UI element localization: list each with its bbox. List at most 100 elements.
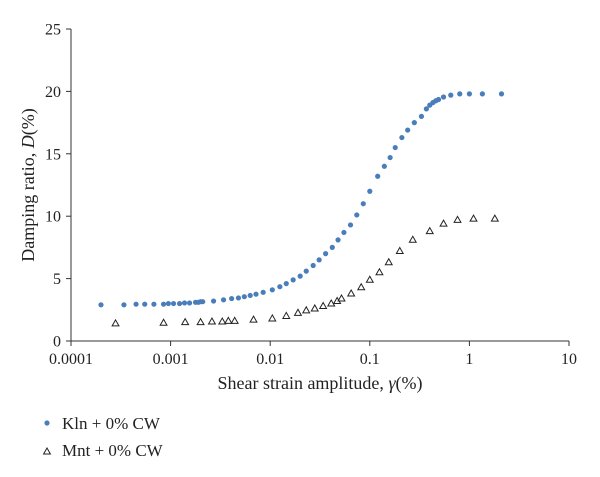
data-point-mnt — [249, 315, 258, 323]
y-tick-label: 15 — [45, 146, 61, 163]
data-point-kln — [98, 302, 104, 308]
y-tick-label: 5 — [53, 271, 61, 288]
data-point-mnt — [196, 317, 205, 326]
data-point-kln — [241, 294, 247, 300]
data-point-mnt — [384, 257, 394, 266]
data-point-mnt — [395, 246, 405, 255]
data-point-mnt — [326, 298, 336, 307]
data-point-kln — [367, 188, 373, 194]
data-point-kln — [457, 91, 463, 97]
data-point-mnt — [282, 311, 291, 319]
x-tick-label: 0.01 — [256, 351, 284, 368]
data-point-kln — [160, 301, 167, 307]
data-point-mnt — [301, 305, 311, 314]
data-point-mnt — [224, 316, 233, 324]
data-point-kln — [418, 113, 425, 119]
data-point-mnt — [337, 293, 346, 302]
data-point-kln — [329, 244, 335, 250]
data-point-kln — [181, 300, 188, 306]
legend-label-kln: Kln + 0% CW — [62, 414, 161, 433]
data-point-kln — [435, 96, 442, 103]
data-point-kln — [392, 144, 398, 151]
data-point-kln — [423, 106, 429, 112]
data-point-kln — [381, 163, 387, 169]
data-point-mnt — [318, 301, 328, 309]
data-point-mnt — [180, 317, 190, 326]
x-axis-title: Shear strain amplitude, γ(%) — [217, 373, 422, 394]
data-point-mnt — [230, 316, 239, 324]
data-point-kln — [247, 292, 253, 299]
data-point-mnt — [356, 282, 366, 291]
data-point-mnt — [453, 215, 462, 223]
data-point-mnt — [346, 288, 356, 297]
tick-labels: 0.0001 0.001 0.01 0.1 1 10 0 5 10 15 20 25 — [45, 22, 577, 369]
data-point-mnt — [111, 318, 120, 327]
x-tick-label: 0.0001 — [49, 351, 93, 368]
x-tick-label: 0.001 — [153, 351, 189, 368]
data-point-kln — [121, 302, 127, 308]
data-point-mnt — [310, 303, 319, 312]
legend: Kln + 0% CW Mnt + 0% CW — [42, 414, 164, 460]
data-point-kln — [347, 222, 354, 228]
x-tick-label: 1 — [465, 351, 473, 368]
data-point-kln — [151, 301, 157, 307]
data-point-mnt — [365, 275, 375, 283]
data-point-kln — [269, 287, 275, 293]
data-point-mnt — [490, 214, 500, 222]
data-point-kln — [277, 284, 283, 290]
data-point-kln — [283, 280, 289, 287]
data-point-kln — [387, 154, 393, 161]
data-point-kln — [186, 300, 193, 306]
data-point-kln — [133, 301, 139, 307]
data-point-kln — [220, 297, 227, 303]
data-point-mnt — [217, 317, 227, 325]
data-point-kln — [466, 91, 472, 97]
data-point-kln — [310, 262, 316, 269]
legend-marker-kln — [44, 420, 50, 426]
y-axis-title: Damping ratio, D(%) — [18, 108, 39, 261]
y-tick-label: 10 — [45, 209, 61, 226]
data-point-kln — [142, 301, 148, 307]
legend-marker-mnt — [42, 446, 52, 455]
data-point-kln — [448, 92, 454, 98]
data-point-kln — [303, 268, 309, 274]
data-point-kln — [260, 289, 266, 295]
data-point-kln — [411, 120, 417, 126]
y-tick-label: 25 — [45, 22, 61, 39]
data-point-mnt — [425, 226, 435, 235]
data-point-kln — [498, 91, 505, 97]
data-point-mnt — [159, 318, 168, 326]
y-tick-label: 20 — [45, 84, 61, 101]
data-point-mnt — [375, 267, 384, 276]
data-point-kln — [335, 237, 341, 243]
data-point-kln — [253, 291, 259, 297]
data-point-mnt — [469, 214, 478, 222]
legend-label-mnt: Mnt + 0% CW — [62, 441, 164, 460]
y-tick-label: 0 — [53, 334, 61, 351]
data-point-kln — [341, 229, 347, 236]
data-point-kln — [200, 299, 206, 305]
data-point-kln — [176, 300, 183, 307]
data-point-kln — [375, 173, 381, 179]
data-point-kln — [210, 298, 217, 304]
x-tick-label: 0.1 — [360, 351, 380, 368]
data-point-kln — [235, 295, 242, 301]
data-point-kln — [405, 127, 411, 133]
data-point-mnt — [408, 235, 418, 243]
data-point-kln — [323, 251, 329, 257]
data-point-kln — [165, 300, 171, 307]
data-point-mnt — [268, 313, 277, 322]
data-point-kln — [290, 277, 296, 283]
data-points — [98, 91, 505, 327]
x-tick-label: 10 — [561, 351, 577, 368]
data-point-kln — [479, 91, 485, 97]
data-point-kln — [316, 257, 322, 263]
data-point-kln — [297, 273, 303, 279]
data-point-kln — [229, 295, 235, 302]
data-point-kln — [399, 134, 405, 141]
data-point-mnt — [207, 317, 217, 325]
data-point-kln — [440, 94, 447, 100]
data-point-kln — [354, 212, 360, 218]
axes — [70, 29, 569, 342]
